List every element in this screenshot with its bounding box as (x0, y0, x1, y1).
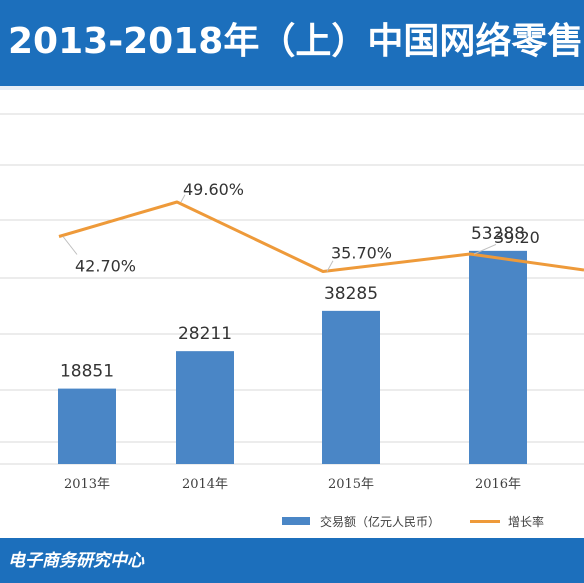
bar (58, 388, 116, 464)
page-title: 2013-2018年（上）中国网络零售 (8, 21, 584, 62)
legend-bar-label: 交易额（亿元人民币） (320, 514, 441, 529)
source-label: 电子商务研究中心 (8, 551, 144, 571)
legend-line-swatch (470, 519, 501, 523)
line-label-leader (473, 243, 497, 255)
growth-rate-line (58, 200, 584, 273)
header-bar: 2013-2018年（上）中国网络零售 (0, 0, 584, 86)
line-value-label: 39.20 (494, 228, 540, 247)
chart-canvas: 18851 2013年 28211 2014年 38285 2015年 53288 2016年… (0, 113, 584, 492)
bar (176, 351, 234, 464)
x-tick-label: 2014年 (182, 477, 228, 492)
bar-value-label: 18851 (60, 362, 114, 382)
x-tick-label: 2016年 (475, 477, 521, 492)
line-label-leader (180, 194, 186, 203)
line-value-label: 42.70% (75, 257, 136, 276)
footer-bar: 电子商务研究中心 (0, 538, 584, 583)
bar-value-label: 53288 (471, 224, 525, 244)
line-label-leader (326, 260, 334, 272)
bar (469, 250, 527, 464)
bar-value-label: 28211 (178, 324, 232, 344)
line-value-label: 49.60% (183, 180, 244, 199)
legend: 交易额（亿元人民币） 增长率 (282, 512, 544, 530)
bar (322, 310, 380, 464)
header-divider (0, 86, 584, 90)
line-label-leader (62, 236, 78, 255)
line-value-label: 35.70% (331, 244, 392, 263)
bar-value-label: 38285 (324, 284, 378, 304)
legend-bar-swatch (282, 517, 310, 525)
x-tick-label: 2013年 (64, 477, 110, 492)
x-tick-label: 2015年 (328, 477, 374, 492)
chart-area: 18851 2013年 28211 2014年 38285 2015年 53288 2016年… (0, 90, 584, 510)
legend-line-label: 增长率 (508, 514, 545, 529)
